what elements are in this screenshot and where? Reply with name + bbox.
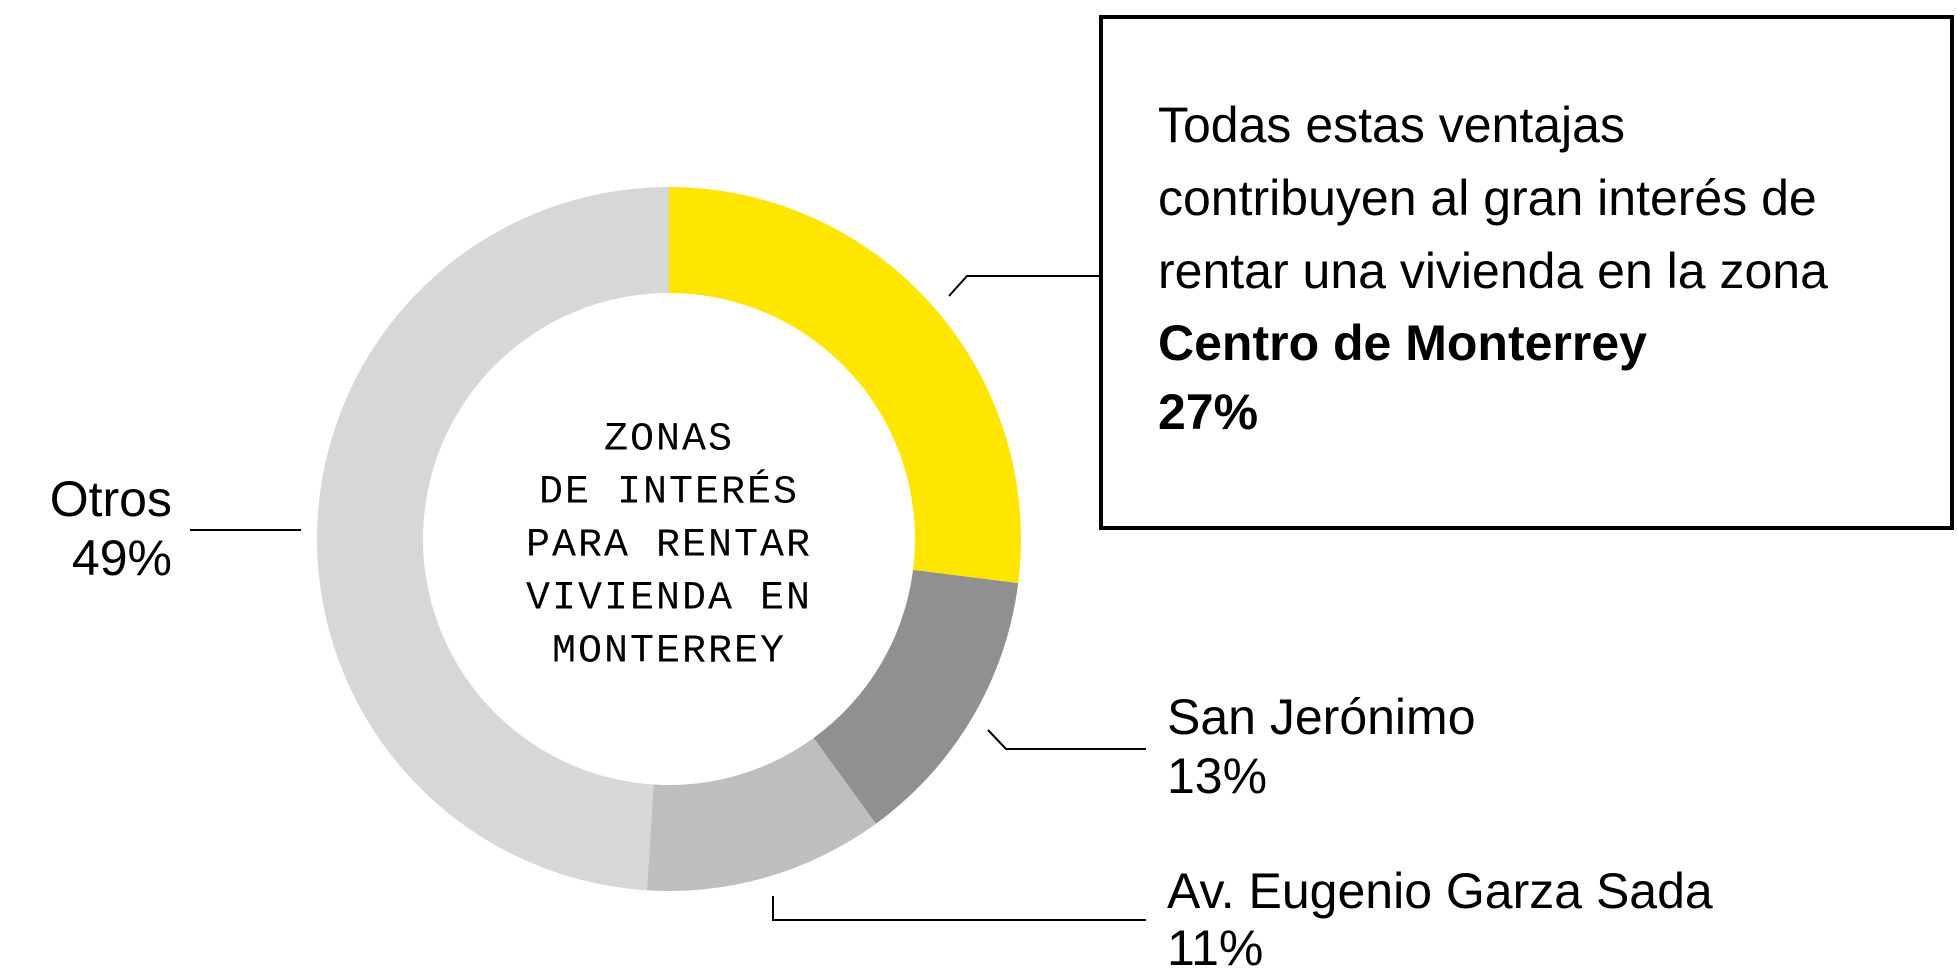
center-title: PARA RENTAR <box>526 524 812 569</box>
annotation-text: Todas estas ventajas <box>1158 97 1625 153</box>
donut-slice <box>669 187 1021 584</box>
callout-box <box>1099 15 1954 530</box>
leader-line <box>772 896 1146 921</box>
value-label: 11% <box>1167 920 1263 968</box>
donut-slice <box>316 187 669 891</box>
category-label: Av. Eugenio Garza Sada <box>1167 863 1713 919</box>
leader-line <box>948 275 1101 297</box>
category-label: San Jerónimo <box>1167 689 1476 745</box>
value-label: 27% <box>1158 384 1258 440</box>
value-label: 49% <box>72 530 172 586</box>
center-title: MONTERREY <box>552 630 786 675</box>
annotation-text: contribuyen al gran interés de <box>1158 170 1817 226</box>
donut-slice <box>813 569 1019 824</box>
center-title: VIVIENDA EN <box>526 577 812 622</box>
center-title: DE INTERÉS <box>539 469 799 516</box>
center-title: ZONAS <box>604 418 734 463</box>
category-label: Centro de Monterrey <box>1158 315 1647 371</box>
donut-slice <box>646 738 876 891</box>
annotation-text: rentar una vivienda en la zona <box>1158 243 1828 299</box>
category-label: Otros <box>50 471 172 527</box>
leader-line <box>987 729 1146 750</box>
value-label: 13% <box>1167 748 1267 804</box>
